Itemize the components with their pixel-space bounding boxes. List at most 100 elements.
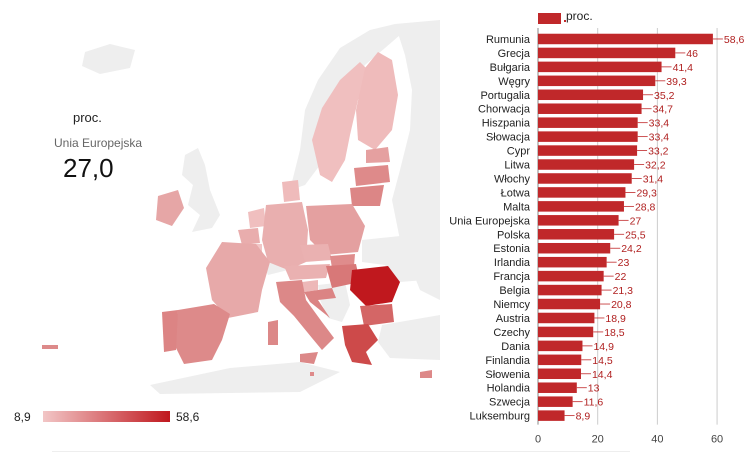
map-region-slovenia[interactable] <box>302 280 318 292</box>
color-scale-bar <box>43 411 170 422</box>
bar[interactable] <box>538 201 624 212</box>
bar[interactable] <box>538 368 581 380</box>
map-region-spain[interactable] <box>174 304 230 364</box>
category-label: Szwecja <box>489 397 531 409</box>
category-label: Estonia <box>493 243 531 255</box>
bar[interactable] <box>538 75 656 87</box>
map-region-malta[interactable] <box>310 372 314 376</box>
map-region-greece[interactable] <box>342 324 378 365</box>
map-region-latvia[interactable] <box>354 165 390 186</box>
bar[interactable] <box>538 173 632 184</box>
color-scale-min-label: 8,9 <box>14 410 31 424</box>
map-unit-label: proc. <box>73 110 102 125</box>
data-label: 33,2 <box>648 146 669 158</box>
data-label: 32,2 <box>645 160 666 172</box>
data-label: 21,3 <box>613 285 634 297</box>
map-region-balkans[interactable] <box>318 282 350 322</box>
x-tick-label: 20 <box>592 434 604 446</box>
bar[interactable] <box>538 256 607 268</box>
data-label: 39,3 <box>666 76 687 88</box>
bar[interactable] <box>538 47 676 59</box>
map-region-uk[interactable] <box>182 148 220 232</box>
category-label: Słowenia <box>485 369 531 381</box>
data-label: 29,3 <box>636 187 657 199</box>
bar[interactable] <box>538 215 619 226</box>
data-label: 33,4 <box>649 132 670 144</box>
map-selected-region-label: Unia Europejska <box>54 136 143 150</box>
data-label: 35,2 <box>654 90 675 102</box>
map-region-cyprus[interactable] <box>420 370 432 378</box>
map-region-iceland[interactable] <box>82 44 135 74</box>
bar[interactable] <box>538 61 662 73</box>
map-region-austria[interactable] <box>284 264 330 280</box>
map-region-ireland[interactable] <box>156 190 184 226</box>
category-label: Malta <box>503 201 531 213</box>
bar[interactable] <box>538 410 565 421</box>
map-region-bulgaria[interactable] <box>360 304 394 326</box>
category-label: Bułgaria <box>490 62 531 74</box>
bar[interactable] <box>538 229 615 240</box>
bar-chart: Rumunia 58,6 Grecja 46 Bułgaria 41,4 Węgry 39,3… <box>449 28 744 446</box>
bar[interactable] <box>538 89 644 101</box>
x-tick-label: 0 <box>535 434 541 446</box>
bar[interactable] <box>538 33 713 45</box>
map-region-finland[interactable] <box>356 52 398 150</box>
map-region-netherlands[interactable] <box>248 208 266 228</box>
map-region-estonia[interactable] <box>366 147 390 163</box>
map-region-ukraine[interactable] <box>362 235 430 282</box>
bar[interactable] <box>538 187 626 198</box>
category-label: Grecja <box>498 48 531 60</box>
bar[interactable] <box>538 284 602 296</box>
bar[interactable] <box>538 340 583 352</box>
x-tick-label: 40 <box>651 434 663 446</box>
data-label: 13 <box>588 383 600 395</box>
map-region-france[interactable] <box>206 242 270 318</box>
data-label: 24,2 <box>621 243 642 255</box>
category-label: Unia Europejska <box>449 215 531 227</box>
category-label: Austria <box>496 313 531 325</box>
map-region-north-africa[interactable] <box>150 362 340 394</box>
bar[interactable] <box>538 326 594 338</box>
data-label: 23 <box>618 257 630 269</box>
map-region-turkey[interactable] <box>378 315 440 360</box>
map-selected-region-value: 27,0 <box>63 153 114 183</box>
map-region-italy[interactable] <box>276 280 334 350</box>
map-region-belgium[interactable] <box>238 228 260 245</box>
map-region-sweden[interactable] <box>312 62 370 182</box>
map-region-sicily[interactable] <box>300 352 318 364</box>
bar[interactable] <box>538 298 601 310</box>
map-region-romania[interactable] <box>350 266 400 306</box>
bar[interactable] <box>538 159 635 170</box>
bar[interactable] <box>538 312 595 324</box>
bar[interactable] <box>538 270 604 282</box>
map-region-poland[interactable] <box>306 204 365 255</box>
bar[interactable] <box>538 242 611 254</box>
map-region-germany[interactable] <box>262 202 308 270</box>
bar[interactable] <box>538 354 582 366</box>
europe-choropleth-map <box>42 20 440 394</box>
category-label: Holandia <box>487 383 531 395</box>
map-region-sardinia[interactable] <box>268 320 278 345</box>
map-region-portugal[interactable] <box>162 310 178 352</box>
category-label: Włochy <box>494 173 531 185</box>
bar[interactable] <box>538 131 638 142</box>
bar[interactable] <box>538 117 638 128</box>
map-region-russia[interactable] <box>392 20 440 300</box>
category-label: Chorwacja <box>478 104 531 116</box>
map-region-lithuania[interactable] <box>350 185 384 206</box>
category-label: Finlandia <box>485 355 531 367</box>
bar[interactable] <box>538 396 573 407</box>
category-label: Węgry <box>498 76 530 88</box>
data-label: 20,8 <box>611 299 632 311</box>
x-tick-label: 60 <box>711 434 723 446</box>
bar[interactable] <box>538 382 577 393</box>
bar[interactable] <box>538 103 642 114</box>
data-label: 25,5 <box>625 229 646 241</box>
bar[interactable] <box>538 145 638 156</box>
map-region-croatia[interactable] <box>304 288 336 318</box>
category-label: Polska <box>497 229 531 241</box>
legend-swatch <box>538 13 561 24</box>
map-region-canary[interactable] <box>42 345 58 349</box>
map-region-denmark[interactable] <box>282 180 300 202</box>
map-region-czechia[interactable] <box>300 244 332 262</box>
